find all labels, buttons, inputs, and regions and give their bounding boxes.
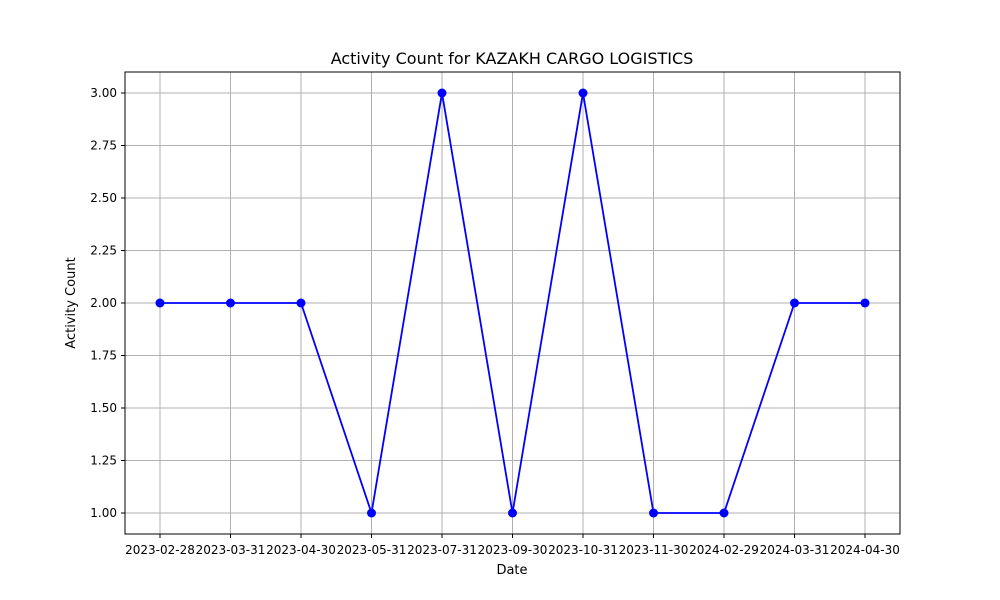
- data-point: [155, 298, 165, 308]
- x-tick-label: 2023-05-31: [337, 543, 407, 557]
- data-point: [296, 298, 306, 308]
- y-tick-label: 3.00: [90, 86, 117, 100]
- x-tick-label: 2023-04-30: [266, 543, 336, 557]
- x-tick-label: 2023-10-31: [548, 543, 618, 557]
- axis-ticks: 2023-02-28 2023-03-31 2023-04-30 2023-05-31…: [90, 86, 900, 557]
- y-tick-label: 2.75: [90, 139, 117, 153]
- y-axis-label: Activity Count: [64, 257, 79, 348]
- data-point: [790, 298, 799, 308]
- data-point: [719, 508, 729, 518]
- chart-title: Activity Count for KAZAKH CARGO LOGISTIC…: [331, 49, 694, 68]
- data-point: [508, 508, 517, 518]
- series-activity-count: [155, 88, 870, 518]
- x-tick-label: 2023-11-30: [619, 543, 689, 557]
- x-tick-label: 2024-03-31: [760, 543, 830, 557]
- y-tick-label: 1.00: [90, 506, 117, 520]
- y-tick-label: 1.25: [90, 454, 117, 468]
- x-tick-label: 2023-07-31: [407, 543, 477, 557]
- data-point: [367, 508, 376, 518]
- data-point: [860, 298, 870, 308]
- data-point: [578, 88, 588, 98]
- y-tick-label: 1.75: [90, 349, 117, 363]
- x-tick-label: 2024-04-30: [830, 543, 900, 557]
- data-point: [437, 88, 447, 98]
- x-tick-label: 2023-03-31: [196, 543, 266, 557]
- x-tick-label: 2024-02-29: [689, 543, 759, 557]
- x-tick-label: 2023-09-30: [478, 543, 548, 557]
- x-tick-label: 2023-02-28: [125, 543, 195, 557]
- data-point: [226, 298, 235, 308]
- x-axis-label: Date: [496, 563, 527, 578]
- grid: [125, 72, 900, 534]
- data-point: [649, 508, 658, 518]
- y-tick-label: 2.25: [90, 244, 117, 258]
- y-tick-label: 1.50: [90, 401, 117, 415]
- y-tick-label: 2.00: [90, 296, 117, 310]
- y-tick-label: 2.50: [90, 191, 117, 205]
